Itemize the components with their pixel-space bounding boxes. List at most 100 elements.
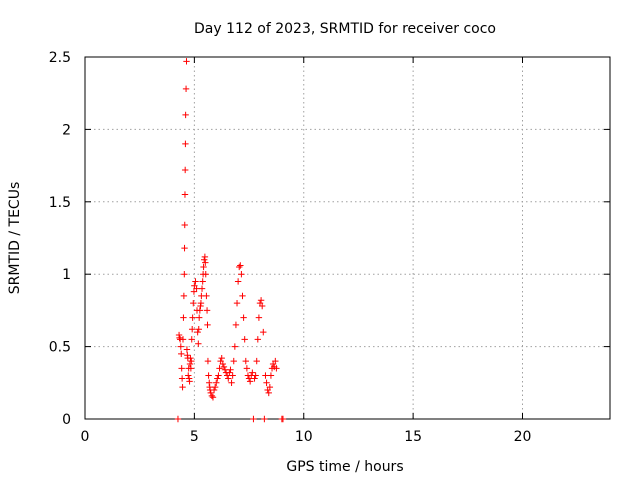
data-point — [198, 285, 206, 292]
data-point — [240, 314, 247, 321]
data-point — [187, 365, 195, 372]
data-point — [262, 372, 269, 379]
y-tick-label: 0.5 — [49, 340, 71, 356]
data-point — [243, 365, 251, 372]
x-tick-label: 5 — [190, 429, 199, 445]
x-tick-label: 20 — [514, 429, 532, 445]
data-point — [178, 365, 185, 372]
data-point — [183, 346, 191, 353]
y-tick-label: 2 — [62, 122, 71, 138]
data-point — [252, 372, 259, 379]
data-point — [182, 140, 189, 148]
data-point — [207, 389, 214, 397]
data-point — [174, 415, 182, 423]
axis-ticks: 0 5 10 15 20 0 0.5 1 1.5 2 2.5 — [49, 50, 610, 445]
data-point — [178, 350, 185, 358]
data-point — [181, 191, 189, 198]
data-point — [211, 383, 219, 391]
data-point — [260, 328, 267, 336]
data-point — [226, 369, 233, 376]
grid — [85, 57, 610, 419]
data-point — [250, 415, 257, 423]
data-point — [273, 365, 280, 372]
data-point — [216, 365, 223, 372]
y-axis-label: SRMTID / TECUs — [7, 182, 23, 295]
y-tick-label: 1.5 — [49, 195, 71, 211]
data-point — [201, 256, 208, 263]
data-point — [179, 336, 187, 343]
data-point — [192, 278, 199, 285]
data-point — [181, 221, 188, 229]
data-point — [197, 299, 205, 307]
data-point — [219, 360, 227, 368]
data-point — [272, 357, 279, 365]
data-point — [251, 375, 258, 382]
data-point — [253, 357, 260, 365]
data-point — [201, 253, 209, 261]
data-point — [181, 271, 188, 278]
data-point — [227, 366, 234, 373]
data-point — [241, 336, 248, 343]
data-point — [246, 378, 254, 385]
data-point — [202, 271, 209, 278]
data-point — [181, 166, 189, 174]
data-point — [195, 326, 202, 333]
data-point — [186, 360, 194, 368]
data-point — [203, 292, 210, 300]
data-point — [255, 314, 263, 321]
data-point — [194, 328, 201, 336]
chart-title: Day 112 of 2023, SRMTID for receiver coc… — [194, 21, 496, 37]
plot-frame — [84, 56, 611, 420]
data-point — [202, 259, 209, 266]
x-tick-label: 15 — [404, 429, 422, 445]
data-point — [249, 369, 256, 376]
data-point — [188, 336, 195, 343]
data-point — [225, 375, 232, 382]
data-point — [279, 415, 287, 423]
data-point — [181, 244, 188, 252]
data-point — [186, 378, 193, 385]
data-point — [203, 307, 211, 314]
data-point — [200, 263, 207, 271]
x-tick-label: 0 — [81, 429, 90, 445]
data-point — [267, 372, 275, 379]
data-point — [180, 292, 188, 300]
data-point — [261, 415, 268, 423]
data-point — [195, 314, 203, 321]
data-point — [187, 354, 194, 362]
data-point — [221, 366, 229, 373]
data-point — [209, 394, 217, 401]
y-tick-label: 2.5 — [49, 50, 71, 66]
data-point — [182, 85, 190, 93]
data-point — [183, 58, 190, 65]
data-point — [176, 334, 183, 342]
data-point — [237, 262, 244, 269]
data-point — [242, 357, 249, 365]
data-point — [218, 354, 225, 362]
data-points — [174, 58, 287, 423]
data-point — [229, 372, 236, 379]
data-point — [254, 336, 262, 343]
data-point — [230, 357, 237, 365]
data-point — [188, 357, 195, 365]
data-point — [204, 357, 212, 365]
data-point — [180, 314, 187, 321]
data-point — [182, 111, 189, 119]
data-point — [188, 326, 196, 333]
data-point — [231, 343, 239, 350]
data-point — [185, 372, 192, 379]
data-point — [179, 383, 186, 391]
data-point — [266, 383, 274, 391]
data-point — [232, 321, 240, 329]
data-point — [233, 299, 241, 307]
data-point — [210, 386, 218, 394]
data-point — [190, 299, 197, 307]
data-point — [213, 379, 220, 386]
data-point — [215, 372, 222, 379]
data-point — [265, 389, 272, 397]
data-point — [204, 321, 211, 329]
data-point — [236, 263, 243, 271]
data-point — [193, 285, 200, 292]
data-point — [228, 379, 235, 386]
